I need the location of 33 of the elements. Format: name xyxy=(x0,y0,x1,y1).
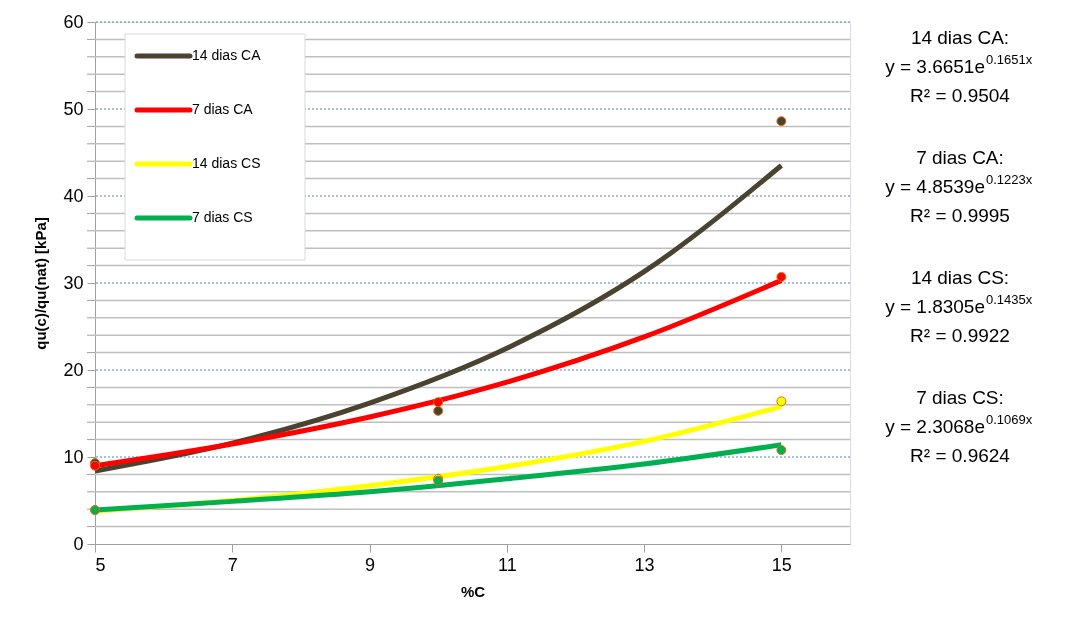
text: R² = 0.9995 xyxy=(910,205,1010,226)
point xyxy=(433,405,444,416)
text: 7 dias CA: xyxy=(916,147,1004,168)
legend-label: 7 dias CS xyxy=(192,209,253,225)
point xyxy=(776,271,787,282)
text: 14 dias CA: xyxy=(910,27,1010,48)
point xyxy=(776,445,787,455)
text: 14 dias CS: xyxy=(910,267,1010,288)
text: R² = 0.9922 xyxy=(910,325,1010,346)
y-tick-label: 30 xyxy=(63,272,84,293)
legend-label: 14 dias CS xyxy=(192,155,261,171)
point xyxy=(776,396,787,407)
y-tick-label: 60 xyxy=(63,11,84,32)
x-axis-title: %C xyxy=(460,582,486,600)
y-tick-label: 40 xyxy=(63,185,84,206)
y-tick-label: 50 xyxy=(63,98,84,119)
y-tick-label: 10 xyxy=(63,446,84,467)
point xyxy=(433,397,444,408)
legend-label: 7 dias CA xyxy=(192,101,254,117)
legend-label: 14 dias CA xyxy=(192,47,262,63)
x-tick-label: 11 xyxy=(497,554,517,575)
x-tick-label: 5 xyxy=(95,554,106,575)
text: R² = 0.9504 xyxy=(910,85,1011,106)
y-tick-label: 20 xyxy=(63,359,84,380)
text: 7 dias CS: xyxy=(916,387,1004,408)
x-tick-label: 15 xyxy=(771,554,792,575)
point xyxy=(776,116,787,127)
y-tick-label: 0 xyxy=(73,533,84,554)
text: R² = 0.9624 xyxy=(910,445,1011,466)
y-axis-title: qu(c)/qu(nat) [kPa] xyxy=(32,217,50,350)
x-tick-label: 13 xyxy=(634,554,655,575)
x-tick-label: 7 xyxy=(227,554,238,575)
x-tick-label: 9 xyxy=(365,554,376,575)
